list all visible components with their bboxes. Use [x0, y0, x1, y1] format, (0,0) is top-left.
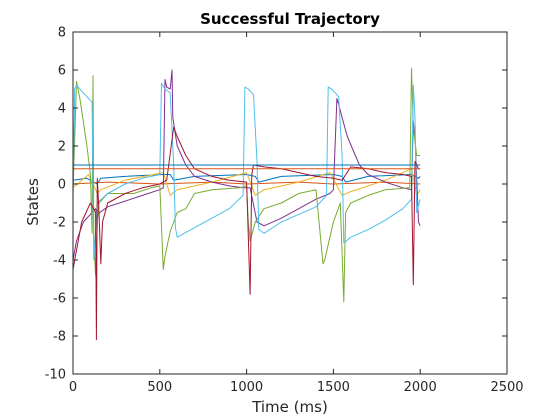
x-axis-label: Time (ms) [251, 398, 328, 416]
y-tick-label: 0 [58, 178, 66, 193]
x-tick-label: 2000 [404, 380, 437, 395]
series-line-1 [72, 174, 421, 185]
series-line-7 [72, 126, 421, 341]
y-tick-label: 4 [58, 102, 66, 117]
y-axis: -10 -8 -6 -4 -2 0 2 4 6 8 [45, 26, 507, 383]
y-tick-label: -10 [45, 368, 66, 383]
x-tick-label: 0 [69, 380, 77, 395]
y-tick-label: -6 [53, 292, 66, 307]
x-axis: 0 500 1000 1500 2000 2500 [69, 32, 524, 395]
chart-title: Successful Trajectory [200, 10, 380, 28]
series-line-6 [72, 82, 421, 261]
series-line-3 [72, 168, 421, 196]
plot-area [73, 32, 507, 374]
x-tick-label: 500 [147, 380, 172, 395]
x-tick-label: 1500 [317, 380, 350, 395]
x-tick-label: 1000 [230, 380, 263, 395]
y-tick-label: 6 [58, 64, 66, 79]
x-tick-label: 2500 [490, 380, 523, 395]
plot-frame [72, 31, 508, 375]
y-tick-label: -8 [53, 330, 66, 345]
y-tick-label: 2 [58, 140, 66, 155]
y-axis-label: States [24, 178, 42, 226]
y-tick-label: -2 [53, 216, 66, 231]
y-tick-label: -4 [53, 254, 66, 269]
series-layer [72, 67, 421, 341]
y-tick-label: 8 [58, 26, 66, 41]
series-line-2 [72, 181, 421, 185]
